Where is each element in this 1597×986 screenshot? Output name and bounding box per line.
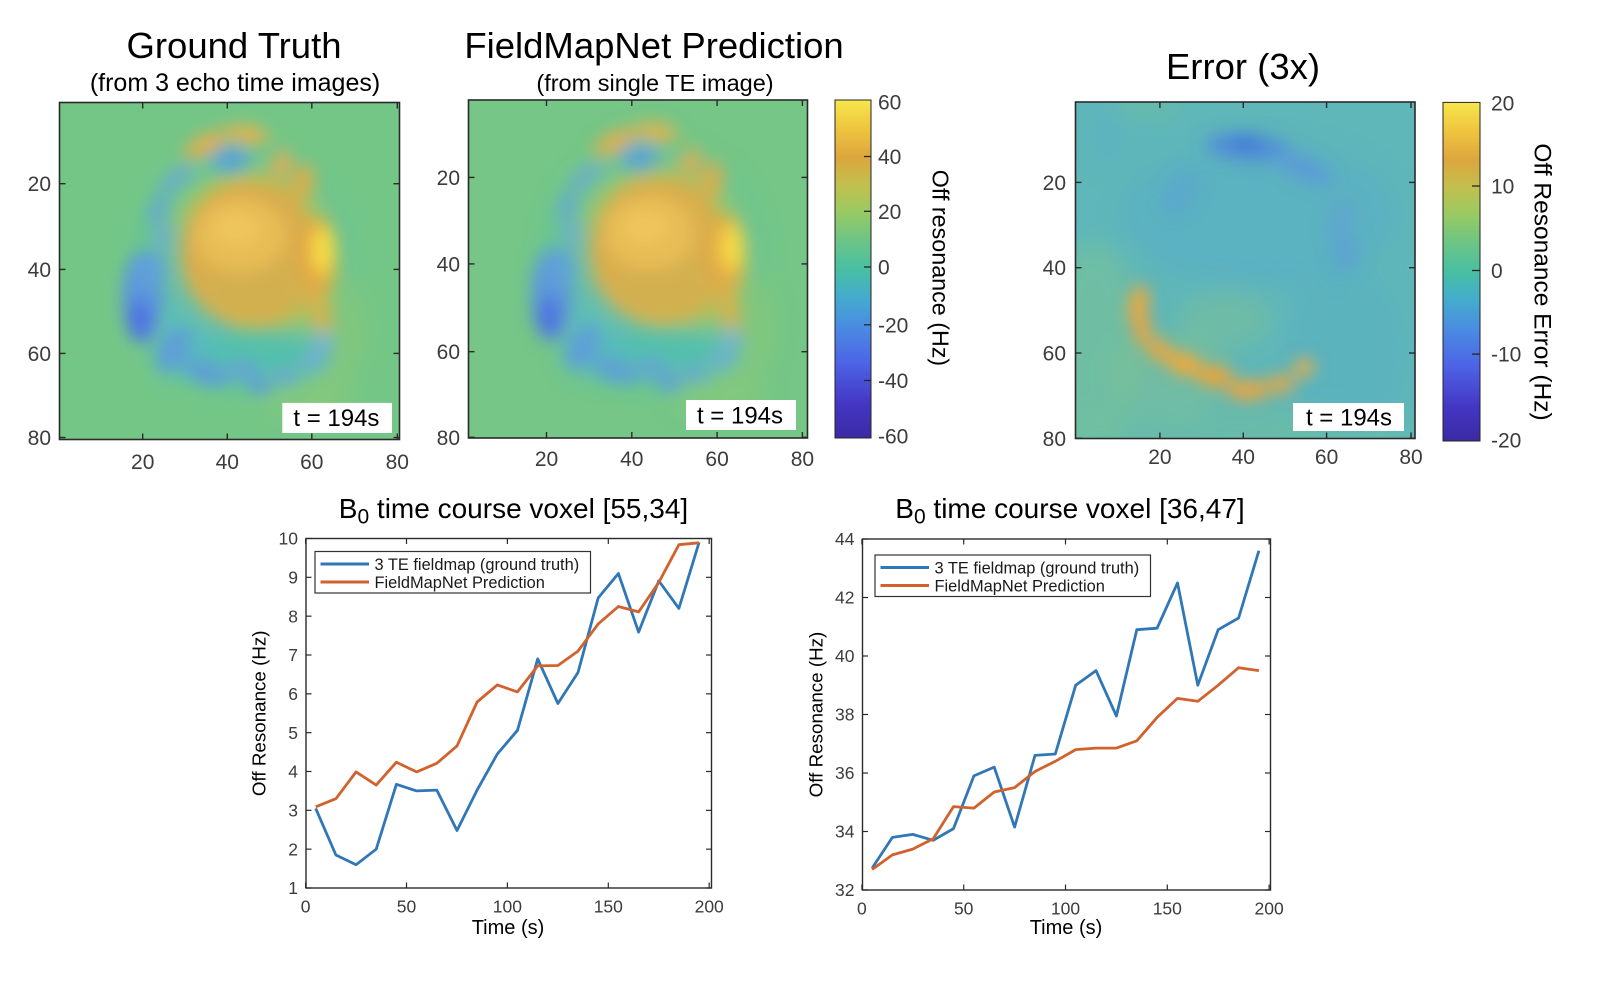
svg-text:40: 40 xyxy=(216,451,239,474)
svg-text:38: 38 xyxy=(835,705,854,725)
svg-text:t = 194s: t = 194s xyxy=(697,403,783,430)
svg-text:60: 60 xyxy=(437,341,460,364)
svg-text:40: 40 xyxy=(878,146,901,169)
svg-text:8: 8 xyxy=(288,606,298,626)
svg-text:0: 0 xyxy=(878,257,890,280)
svg-text:60: 60 xyxy=(1043,343,1066,366)
svg-text:10: 10 xyxy=(279,529,299,549)
svg-text:4: 4 xyxy=(288,762,298,782)
svg-text:20: 20 xyxy=(1043,172,1066,195)
svg-text:200: 200 xyxy=(695,897,724,917)
svg-text:150: 150 xyxy=(594,897,623,917)
svg-text:10: 10 xyxy=(1491,176,1514,199)
svg-text:44: 44 xyxy=(835,529,855,549)
svg-text:Time (s): Time (s) xyxy=(1030,917,1103,939)
svg-text:40: 40 xyxy=(1232,446,1255,469)
svg-text:t = 194s: t = 194s xyxy=(1306,405,1392,432)
svg-text:0: 0 xyxy=(301,897,311,917)
svg-text:B0 time course voxel [36,47]: B0 time course voxel [36,47] xyxy=(895,493,1244,529)
svg-text:40: 40 xyxy=(28,259,51,282)
svg-text:36: 36 xyxy=(835,763,854,783)
svg-text:Off resonance (Hz): Off resonance (Hz) xyxy=(928,170,954,366)
svg-text:40: 40 xyxy=(835,646,855,666)
svg-text:80: 80 xyxy=(1043,428,1066,451)
svg-text:3: 3 xyxy=(288,801,298,821)
svg-text:3 TE fieldmap (ground truth): 3 TE fieldmap (ground truth) xyxy=(935,559,1140,577)
svg-text:B0 time course voxel [55,34]: B0 time course voxel [55,34] xyxy=(339,493,688,529)
svg-text:20: 20 xyxy=(878,201,901,224)
svg-text:Off Resonance (Hz): Off Resonance (Hz) xyxy=(806,632,827,798)
svg-text:40: 40 xyxy=(437,253,460,276)
svg-text:60: 60 xyxy=(28,343,51,366)
svg-text:80: 80 xyxy=(28,427,51,450)
svg-text:34: 34 xyxy=(835,822,855,842)
svg-text:80: 80 xyxy=(791,448,814,471)
svg-text:42: 42 xyxy=(835,588,854,608)
svg-text:5: 5 xyxy=(288,723,298,743)
svg-text:Off Resonance (Hz): Off Resonance (Hz) xyxy=(249,630,270,796)
svg-text:32: 32 xyxy=(835,880,854,900)
svg-text:20: 20 xyxy=(437,167,460,190)
svg-text:FieldMapNet Prediction: FieldMapNet Prediction xyxy=(935,577,1105,595)
svg-text:7: 7 xyxy=(288,645,298,665)
svg-text:1: 1 xyxy=(288,878,298,898)
svg-text:0: 0 xyxy=(857,899,867,919)
svg-text:t = 194s: t = 194s xyxy=(293,405,379,432)
svg-text:50: 50 xyxy=(954,899,974,919)
svg-text:20: 20 xyxy=(1491,93,1514,116)
svg-text:100: 100 xyxy=(1051,899,1080,919)
svg-text:2: 2 xyxy=(288,839,298,859)
svg-text:-40: -40 xyxy=(878,370,908,393)
svg-text:80: 80 xyxy=(437,427,460,450)
svg-text:20: 20 xyxy=(535,448,558,471)
svg-text:Time (s): Time (s) xyxy=(472,917,545,939)
svg-text:-60: -60 xyxy=(878,426,908,449)
svg-text:(from 3 echo time images): (from 3 echo time images) xyxy=(90,69,380,97)
svg-text:-10: -10 xyxy=(1491,344,1521,367)
svg-text:80: 80 xyxy=(386,451,409,474)
svg-text:40: 40 xyxy=(1043,257,1066,280)
svg-text:(from single TE image): (from single TE image) xyxy=(536,70,773,96)
svg-text:60: 60 xyxy=(300,451,323,474)
svg-text:Ground Truth: Ground Truth xyxy=(126,25,341,66)
svg-text:200: 200 xyxy=(1254,899,1283,919)
svg-text:6: 6 xyxy=(288,684,298,704)
svg-text:60: 60 xyxy=(705,448,728,471)
svg-text:FieldMapNet Prediction: FieldMapNet Prediction xyxy=(375,574,545,592)
svg-text:20: 20 xyxy=(1148,446,1171,469)
svg-text:3 TE fieldmap (ground truth): 3 TE fieldmap (ground truth) xyxy=(375,556,580,574)
svg-text:Error (3x): Error (3x) xyxy=(1166,46,1320,87)
svg-text:9: 9 xyxy=(288,568,298,588)
svg-text:60: 60 xyxy=(1315,446,1338,469)
svg-text:150: 150 xyxy=(1153,899,1182,919)
svg-text:-20: -20 xyxy=(1491,429,1521,452)
svg-text:40: 40 xyxy=(620,448,643,471)
svg-text:-20: -20 xyxy=(878,314,908,337)
svg-text:FieldMapNet Prediction: FieldMapNet Prediction xyxy=(464,25,843,66)
svg-text:0: 0 xyxy=(1491,260,1503,283)
svg-text:Off Resonance Error (Hz): Off Resonance Error (Hz) xyxy=(1529,143,1556,420)
svg-text:20: 20 xyxy=(28,173,51,196)
svg-text:60: 60 xyxy=(878,92,901,115)
svg-text:80: 80 xyxy=(1399,446,1422,469)
svg-text:50: 50 xyxy=(397,897,417,917)
svg-text:20: 20 xyxy=(131,451,154,474)
svg-text:100: 100 xyxy=(493,897,522,917)
